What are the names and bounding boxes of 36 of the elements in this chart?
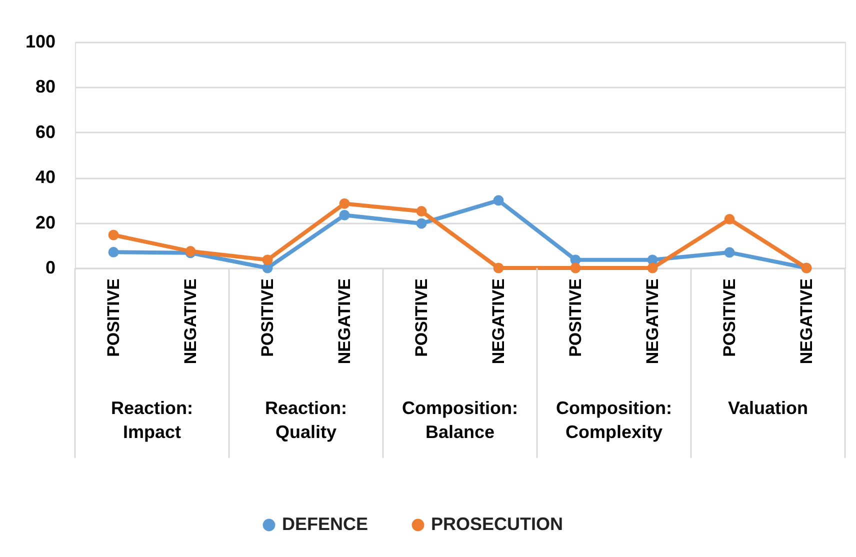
point: [108, 230, 119, 240]
point: [339, 198, 350, 209]
x-tick-label: POSITIVE: [720, 278, 739, 357]
x-tick-label: NEGATIVE: [797, 278, 816, 364]
point: [416, 206, 427, 217]
point: [262, 254, 273, 266]
point: [570, 262, 581, 274]
y-tick-label: 80: [35, 76, 56, 97]
x-tick-label: POSITIVE: [104, 278, 123, 357]
point: [724, 214, 735, 224]
text: Reaction: Quality: [264, 398, 348, 442]
text: Reaction: Impact: [110, 398, 194, 442]
point: [493, 262, 504, 274]
point: [339, 210, 350, 220]
legend-label: DEFENCE: [282, 514, 368, 534]
x-tick-label: NEGATIVE: [335, 278, 354, 364]
point: [647, 262, 658, 274]
text: Composition: Balance: [402, 398, 518, 442]
x-tick-label: NEGATIVE: [181, 278, 200, 364]
y-tick-label: 100: [25, 32, 56, 52]
text: Valuation: [728, 398, 808, 418]
x-tick-label: POSITIVE: [412, 278, 431, 357]
y-tick-label: 20: [35, 212, 56, 232]
y-tick-label: 0: [45, 258, 56, 278]
x-tick-label: NEGATIVE: [643, 278, 662, 364]
legend-label: PROSECUTION: [431, 514, 564, 534]
y-tick-label: 40: [35, 167, 56, 188]
x-tick-label: POSITIVE: [566, 278, 585, 357]
text: Composition: Complexity: [556, 398, 672, 442]
y-tick-label: 60: [35, 122, 56, 142]
point: [108, 246, 119, 258]
x-tick-label: POSITIVE: [258, 278, 277, 357]
x-tick-label: NEGATIVE: [489, 278, 508, 364]
point: [724, 247, 735, 258]
point: [416, 218, 427, 229]
point: [493, 195, 504, 206]
